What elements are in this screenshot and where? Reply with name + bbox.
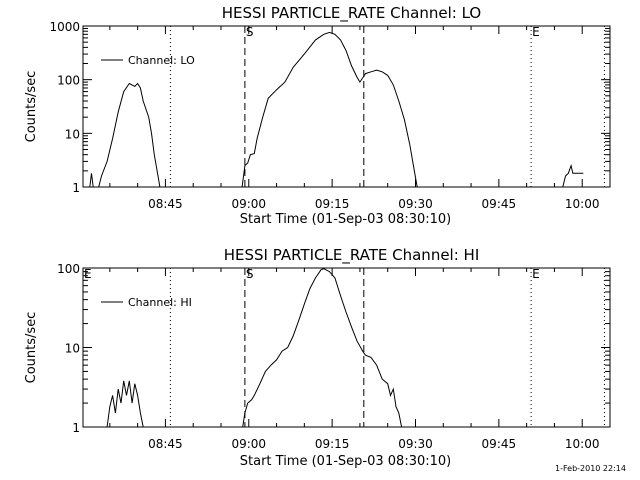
marker-label: E (532, 25, 540, 39)
plot-timestamp: 1-Feb-2010 22:14 (555, 464, 626, 473)
series-line-segment (562, 163, 584, 188)
series-line-segment (242, 268, 403, 428)
x-tick-label: 09:45 (482, 197, 517, 211)
chart-1: HESSI PARTICLE_RATE Channel: LO 08:45 09:0… (24, 4, 611, 227)
chart-2: HESSI PARTICLE_RATE Channel: HI 08:45 09:0… (24, 246, 611, 469)
legend-label: Channel: HI (128, 296, 192, 309)
y-tick-label: 10 (65, 342, 80, 356)
series-line-segment (106, 380, 144, 428)
plot-frame (82, 25, 611, 188)
x-tick-label: 08:45 (148, 437, 183, 451)
y-axis-label: Counts/sec (24, 71, 39, 143)
y-tick-label: 1000 (49, 20, 80, 34)
x-tick-label: 09:15 (315, 197, 350, 211)
marker-label: S (246, 267, 254, 281)
x-tick-label: 08:45 (148, 197, 183, 211)
x-axis-label: Start Time (01-Sep-03 08:30:10) (240, 212, 451, 227)
x-axis-label: Start Time (01-Sep-03 08:30:10) (240, 454, 451, 469)
marker-label: S (246, 25, 254, 39)
y-tick-label: 1 (72, 421, 80, 435)
chart-title: HESSI PARTICLE_RATE Channel: HI (224, 246, 480, 265)
series-line-segment (89, 173, 94, 188)
x-tick-label: 09:15 (315, 437, 350, 451)
marker-label: E (532, 267, 540, 281)
x-tick-label: 10:00 (565, 437, 600, 451)
y-tick-label: 1 (72, 181, 80, 195)
series-line-segment (241, 31, 418, 188)
y-tick-label: 100 (57, 74, 80, 88)
y-axis-label: Counts/sec (24, 312, 39, 384)
chart-title: HESSI PARTICLE_RATE Channel: LO (222, 4, 481, 23)
x-tick-label: 09:45 (482, 437, 517, 451)
series-line-segment (98, 82, 161, 188)
x-tick-label: 09:00 (231, 197, 266, 211)
marker-label: E (84, 267, 92, 281)
x-tick-label: 09:30 (398, 197, 433, 211)
y-tick-label: 100 (57, 262, 80, 276)
y-tick-label: 10 (65, 127, 80, 141)
x-tick-label: 10:00 (565, 197, 600, 211)
plot-frame (82, 267, 611, 428)
legend-label: Channel: LO (128, 54, 195, 67)
x-tick-label: 09:00 (231, 437, 266, 451)
x-tick-label: 09:30 (398, 437, 433, 451)
